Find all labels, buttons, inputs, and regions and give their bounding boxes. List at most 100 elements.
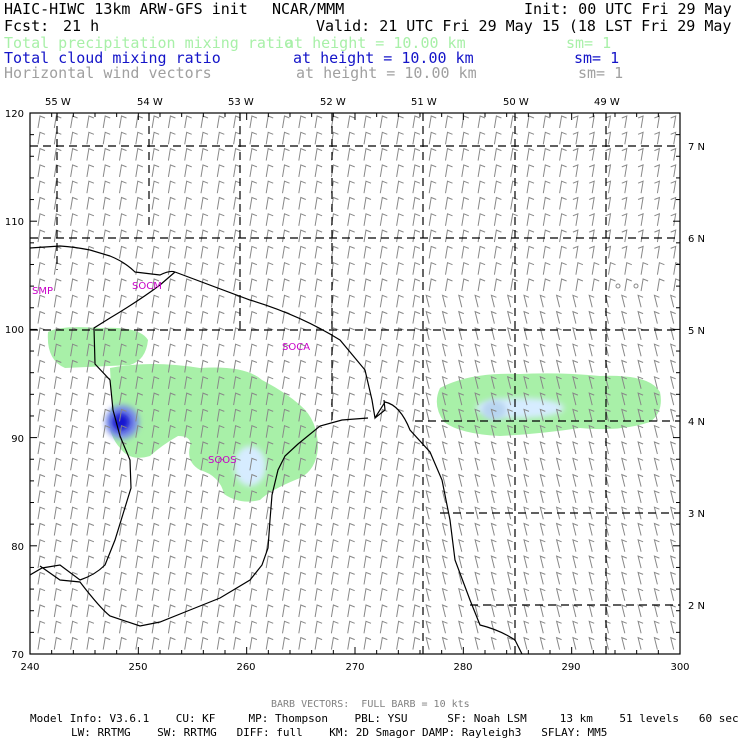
wind-barb [86,473,95,487]
wind-barb [282,229,290,243]
wind-barb [200,196,209,210]
wind-barb [637,441,644,455]
wind-barb [428,262,437,275]
wind-barb [379,441,388,455]
wind-barb [412,571,421,585]
coastline [30,245,523,654]
wind-barb [363,147,372,161]
wind-barb [216,506,225,520]
wind-barb [653,620,660,634]
wind-barb [200,131,209,145]
wind-barb [200,506,209,520]
wind-barb [474,587,481,601]
wind-barb [233,588,241,601]
wind-barb [37,327,46,340]
wind-barb [282,147,290,161]
wind-barb [572,213,579,226]
wind-barb [70,473,78,487]
wind-barb [559,213,567,226]
wind-barb [86,343,95,357]
wind-barb [539,424,546,438]
wind-barb [396,392,404,406]
wind-barb [559,180,567,194]
lon-label-54w: 54 W [137,97,163,108]
wind-barb [526,164,535,177]
wind-barb [539,473,546,487]
wind-barb [119,457,127,471]
wind-barb [510,229,518,243]
wind-barb [506,538,513,552]
wind-barb [167,571,176,585]
wind-barb [86,555,95,569]
wind-barb [151,196,160,210]
wind-barb [298,327,306,340]
wind-barb [216,376,225,389]
wind-barb [588,294,595,308]
wind-barb [523,571,530,585]
wind-barb [86,376,95,389]
wind-barb [555,538,562,552]
wind-barb [555,457,562,471]
wind-barb [441,294,448,308]
wind-barb [184,473,192,487]
wind-barb [363,425,372,438]
wind-barb [669,343,676,357]
wind-barb [441,522,448,536]
wind-barb [363,473,372,487]
wind-barb [653,636,660,650]
wind-barb [637,587,644,601]
wind-barb [314,555,323,569]
wind-barb [588,506,595,520]
wind-barb [167,180,176,194]
wind-barb [184,604,192,618]
wind-barb [669,294,676,308]
wind-barb [621,310,627,324]
wind-barb [249,490,258,503]
wind-barb [86,229,95,243]
wind-barb [200,620,209,634]
wind-barb [396,343,404,357]
wind-barb [461,245,469,259]
wind-barb [265,180,274,194]
wind-barb [608,278,616,292]
wind-barb [425,424,432,438]
wind-barb [102,262,111,275]
wind-barb [555,636,562,650]
wind-barb [184,457,192,471]
wind-barb [474,327,481,341]
wind-barb [523,587,530,601]
wind-barb [637,571,644,585]
wind-barb [330,571,339,585]
wind-barb [673,278,680,292]
wind-barb [37,196,46,210]
wind-barb [37,180,46,194]
wind-barb [347,147,355,161]
wind-barb [151,359,160,373]
wind-barb [379,457,388,471]
wind-barb [200,115,209,129]
wind-barb [233,131,241,145]
wind-barb [412,245,421,259]
wind-barb [135,408,143,422]
wind-barb [363,620,372,634]
wind-barb [621,424,627,438]
wind-barb [298,213,306,226]
wind-barb [135,490,143,503]
wind-barb [184,164,192,177]
wind-barb [621,636,627,650]
wind-barb [102,196,111,210]
wind-barb [637,506,644,520]
wind-barb [637,636,644,650]
wind-barb [200,359,209,373]
wind-barb [216,343,225,357]
wind-barb [526,213,535,226]
wind-barb [282,343,290,357]
wind-barb [441,310,448,324]
wind-barb [347,115,355,129]
wind-barb [425,294,432,308]
wind-barb [526,229,535,243]
wind-barb [249,392,258,406]
wind-barb [102,522,111,536]
lat-label-4n: 4 N [688,417,705,428]
wind-barb [347,539,355,552]
